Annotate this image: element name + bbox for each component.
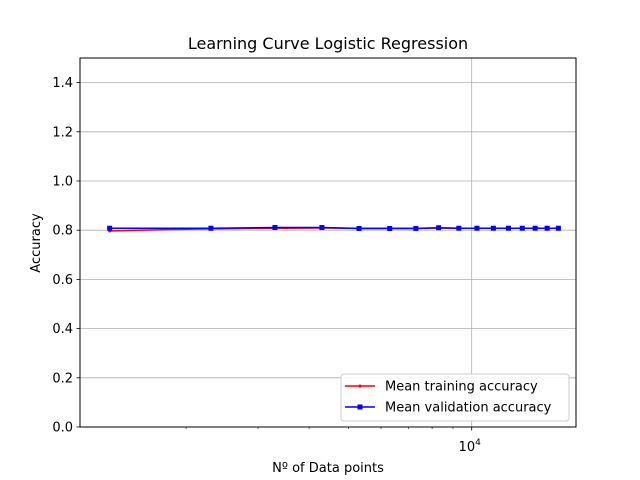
validation-accuracy-point [436, 225, 442, 231]
validation-accuracy-point [505, 225, 511, 231]
legend-box [340, 373, 570, 422]
y-tick-label: 1.2 [52, 125, 73, 140]
validation-accuracy-point [319, 224, 325, 230]
legend-validation-label: Mean validation accuracy [385, 401, 552, 416]
series-layer [107, 224, 561, 233]
validation-accuracy-point [544, 225, 550, 231]
y-tick-label: 0.0 [52, 421, 73, 436]
validation-accuracy-point [456, 225, 462, 231]
legend-validation-marker [357, 404, 363, 410]
legend-training-marker [358, 384, 362, 388]
y-tick-label: 0.4 [52, 322, 73, 337]
validation-accuracy-point [107, 225, 113, 231]
validation-accuracy-point [532, 225, 538, 231]
legend: Mean training accuracy Mean validation a… [340, 373, 570, 422]
validation-accuracy-point [387, 225, 393, 231]
y-tick-label: 0.6 [52, 273, 73, 288]
legend-training-label: Mean training accuracy [385, 380, 538, 395]
validation-accuracy-line [109, 226, 559, 230]
validation-accuracy-point [208, 225, 214, 231]
validation-accuracy-point [519, 225, 525, 231]
validation-accuracy-point [356, 225, 362, 231]
chart-title: Learning Curve Logistic Regression [188, 34, 468, 53]
y-tick-label: 1.4 [52, 76, 73, 91]
y-axis-label: Accuracy [29, 213, 44, 273]
plot-frame [79, 57, 577, 428]
validation-accuracy-point [413, 225, 419, 231]
validation-accuracy-point [272, 224, 278, 230]
x-axis-label: Nº of Data points [272, 461, 384, 476]
validation-accuracy-point [555, 225, 561, 231]
y-tick-label: 1.0 [52, 175, 73, 190]
y-tick-label: 0.8 [52, 224, 73, 239]
validation-accuracy-point [490, 225, 496, 231]
validation-accuracy-point [474, 225, 480, 231]
y-tick-label: 0.2 [52, 371, 73, 386]
